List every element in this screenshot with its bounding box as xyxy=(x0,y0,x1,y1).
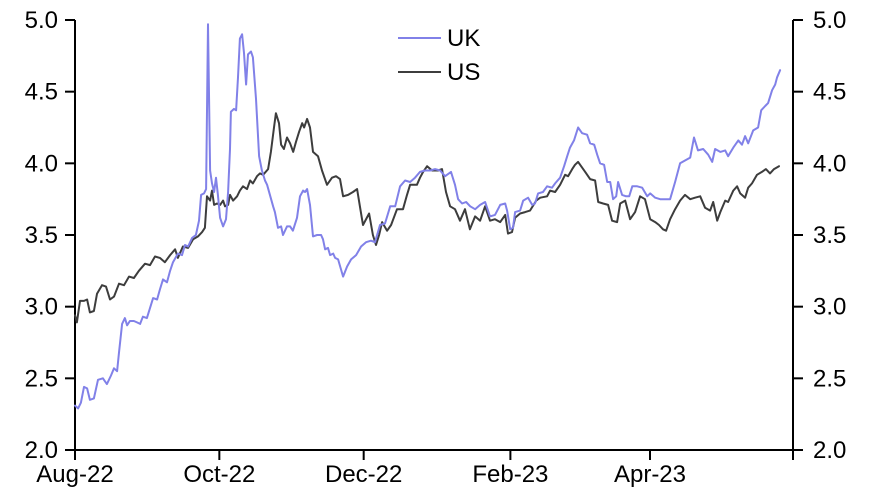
right-y-tick-label: 5.0 xyxy=(813,7,846,34)
right-y-tick-label: 3.0 xyxy=(813,294,846,321)
left-y-tick-label: 4.0 xyxy=(25,150,58,177)
x-tick-label: Apr-23 xyxy=(614,461,686,488)
left-y-tick-label: 2.5 xyxy=(25,365,58,392)
x-tick-label: Oct-22 xyxy=(183,461,255,488)
left-y-tick-label: 3.5 xyxy=(25,222,58,249)
right-y-tick-label: 2.5 xyxy=(813,365,846,392)
right-y-tick-label: 4.5 xyxy=(813,79,846,106)
right-y-tick-label: 3.5 xyxy=(813,222,846,249)
legend-label-uk: UK xyxy=(447,25,480,52)
us-series-line xyxy=(74,112,780,324)
right-y-tick-label: 4.0 xyxy=(813,150,846,177)
legend-label-us: US xyxy=(447,59,480,86)
uk-series-line xyxy=(74,23,782,410)
left-y-tick-label: 2.0 xyxy=(25,437,58,464)
left-y-tick-label: 3.0 xyxy=(25,294,58,321)
x-tick-label: Feb-23 xyxy=(472,461,548,488)
x-tick-label: Aug-22 xyxy=(36,461,113,488)
x-tick-label: Dec-22 xyxy=(325,461,402,488)
left-y-tick-label: 4.5 xyxy=(25,79,58,106)
right-y-tick-label: 2.0 xyxy=(813,437,846,464)
left-y-tick-label: 5.0 xyxy=(25,7,58,34)
